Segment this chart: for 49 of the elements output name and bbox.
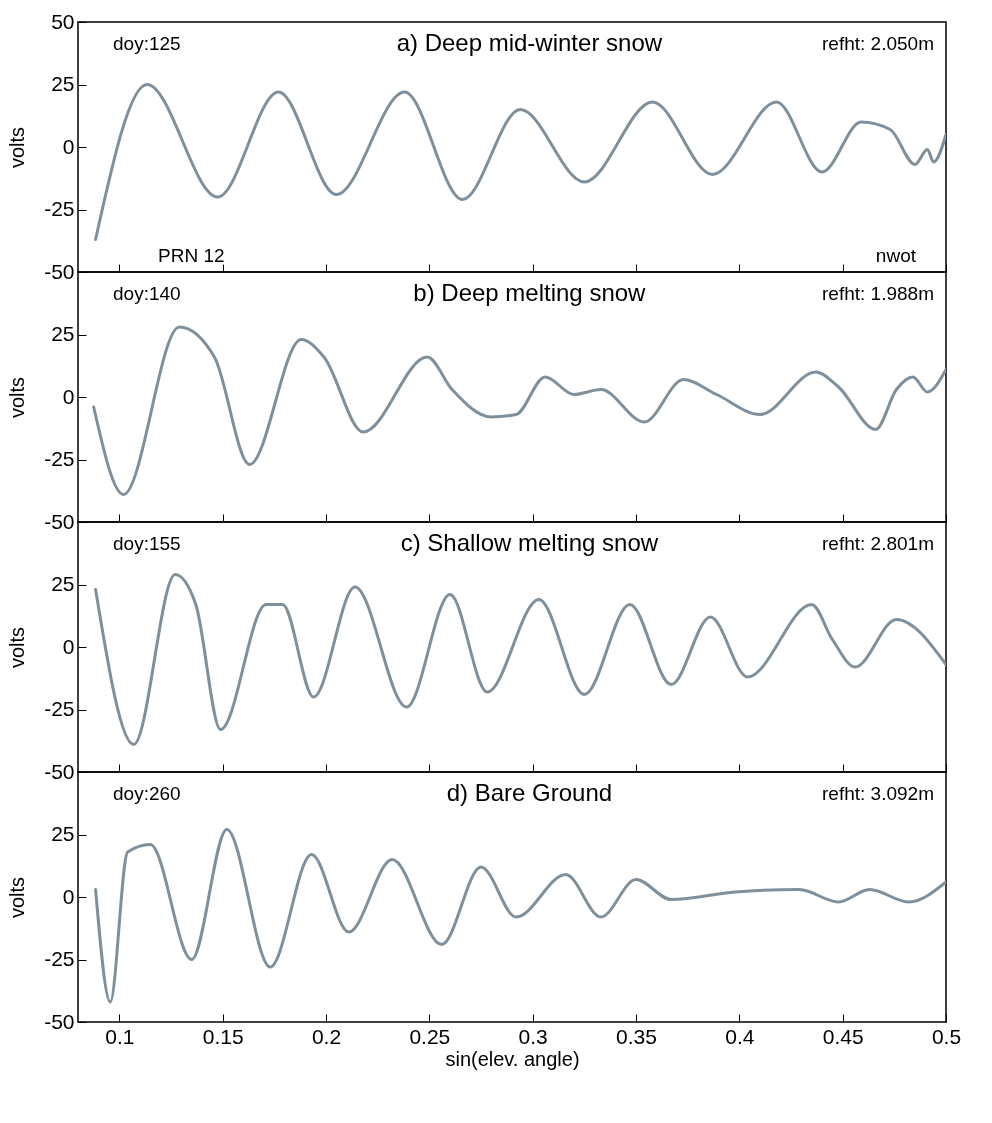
y-tick-label: -25 [44, 197, 75, 220]
y-tick-label: -25 [44, 697, 75, 720]
y-tick-label: 50 [51, 9, 75, 33]
annotation: nwot [875, 245, 917, 266]
y-tick-label: 0 [62, 634, 75, 658]
x-tick-label: 0.5 [931, 1024, 962, 1048]
y-tick-label: -50 [44, 1009, 75, 1033]
y-tick-label: 0 [62, 884, 75, 908]
x-tick-label: 0.25 [409, 1024, 451, 1048]
x-tick-label: 0.15 [202, 1024, 244, 1048]
y-axis-title: volts [6, 626, 29, 669]
y-tick-label: -25 [44, 947, 75, 970]
line-series [94, 828, 946, 1004]
x-tick-label: 0.1 [105, 1024, 135, 1048]
y-tick-label: -50 [44, 259, 75, 283]
x-tick-label: 0.4 [725, 1024, 755, 1048]
annotation: PRN 12 [158, 245, 225, 266]
y-axis-title: volts [6, 376, 29, 419]
annotation: refht: 3.092m [822, 783, 934, 804]
y-axis-title: volts [6, 126, 29, 169]
chart-title: b) Deep melting snow [413, 279, 647, 306]
annotation: refht: 2.801m [822, 533, 934, 554]
annotation: refht: 1.988m [822, 283, 934, 304]
annotation: doy:155 [113, 533, 181, 554]
annotation: doy:260 [113, 783, 181, 804]
y-tick-label: 0 [62, 384, 75, 408]
y-tick-label: 25 [51, 322, 75, 345]
y-axis-title: volts [6, 876, 29, 919]
y-tick-label: 25 [51, 572, 75, 595]
line-series [94, 573, 946, 746]
y-tick-label: -50 [44, 759, 75, 783]
chart-title: c) Shallow melting snow [400, 529, 659, 556]
x-axis-title: sin(elev. angle) [445, 1047, 580, 1070]
y-tick-label: 25 [51, 822, 75, 845]
y-tick-label: 25 [51, 72, 75, 95]
chart-title: d) Bare Ground [446, 779, 613, 806]
annotation: doy:125 [113, 33, 181, 54]
annotation: refht: 2.050m [822, 33, 934, 54]
x-tick-label: 0.35 [616, 1024, 657, 1048]
line-series [94, 83, 946, 241]
annotation: doy:140 [113, 283, 181, 304]
y-tick-label: -25 [44, 447, 75, 470]
x-tick-label: 0.45 [822, 1024, 864, 1048]
x-tick-label: 0.3 [518, 1024, 548, 1048]
x-tick-label: 0.2 [311, 1024, 342, 1048]
chart-title: a) Deep mid-winter snow [396, 29, 663, 56]
y-tick-label: 0 [62, 134, 75, 158]
line-series [92, 325, 946, 496]
y-tick-label: -50 [44, 509, 75, 533]
